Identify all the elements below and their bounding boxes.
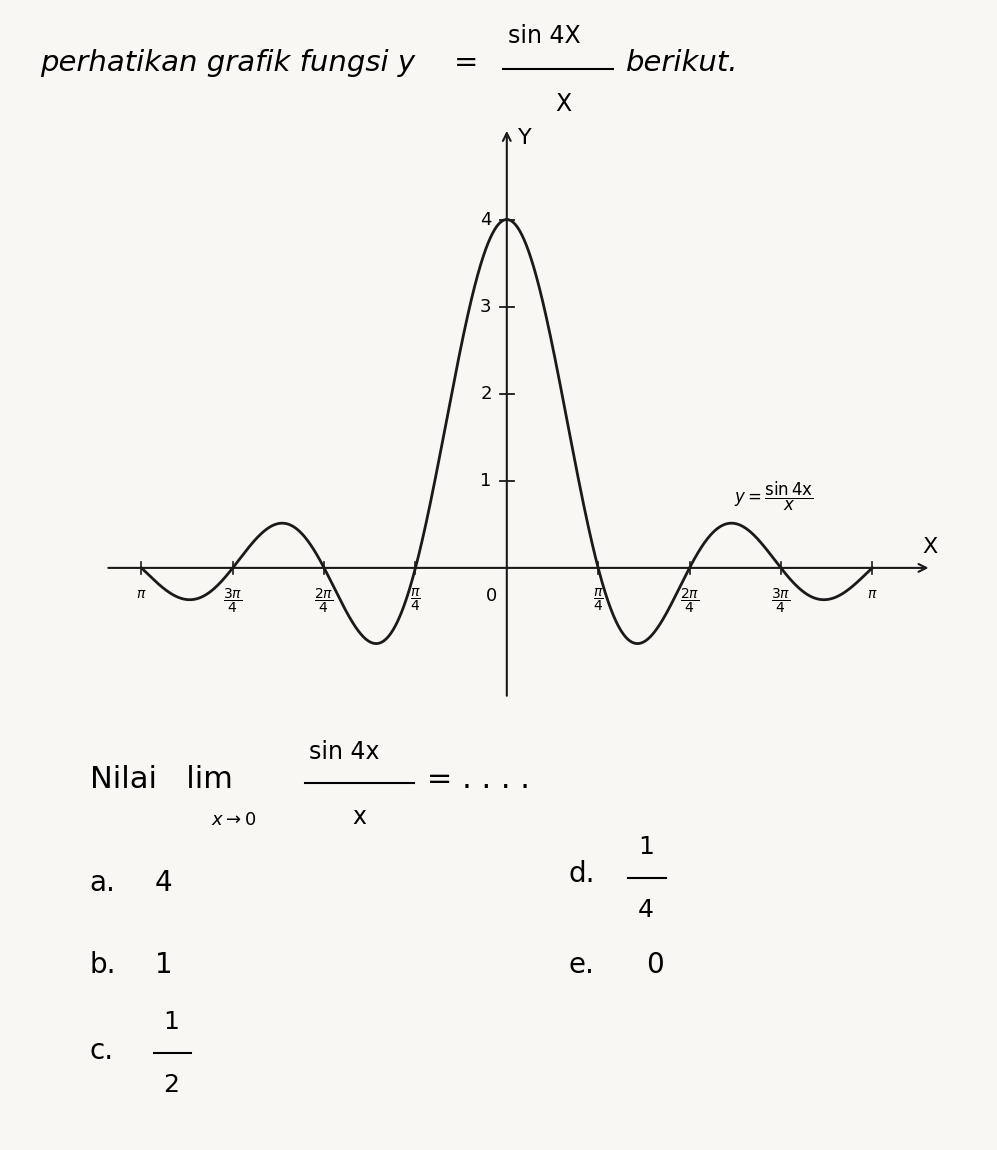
Text: berikut.: berikut. (626, 49, 739, 77)
Text: =: = (454, 49, 478, 77)
Point (148, 1046, 160, 1060)
Text: $\dfrac{2\pi}{4}$: $\dfrac{2\pi}{4}$ (680, 586, 699, 615)
Text: X: X (922, 537, 937, 558)
Text: 0: 0 (487, 586, 498, 605)
Text: $\pi$: $\pi$ (867, 586, 877, 601)
Text: $\dfrac{2\pi}{4}$: $\dfrac{2\pi}{4}$ (314, 586, 334, 615)
Point (185, 1046, 197, 1060)
Text: 2: 2 (164, 1073, 179, 1097)
Text: 4: 4 (638, 898, 654, 921)
Text: 4: 4 (481, 210, 492, 229)
Text: 3: 3 (481, 298, 492, 315)
Text: x: x (352, 805, 366, 829)
Text: e.: e. (568, 951, 594, 979)
Text: 0: 0 (646, 951, 664, 979)
Text: $\pi$: $\pi$ (137, 586, 147, 601)
Text: $x\rightarrow 0$: $x\rightarrow 0$ (211, 812, 256, 829)
Text: d.: d. (568, 860, 595, 888)
Text: Y: Y (518, 128, 532, 148)
Text: 1: 1 (155, 951, 172, 979)
Text: 1: 1 (481, 472, 492, 490)
Text: 1: 1 (164, 1010, 179, 1034)
Point (408, 776, 420, 790)
Text: = . . . .: = . . . . (417, 765, 529, 793)
Text: $\dfrac{3\pi}{4}$: $\dfrac{3\pi}{4}$ (772, 586, 791, 615)
Text: sin 4x: sin 4x (309, 741, 380, 764)
Text: $y = \dfrac{\mathrm{sin\,4x}}{x}$: $y = \dfrac{\mathrm{sin\,4x}}{x}$ (734, 480, 814, 513)
Text: $\dfrac{\pi}{4}$: $\dfrac{\pi}{4}$ (593, 586, 603, 613)
Text: a.: a. (90, 868, 116, 897)
Text: b.: b. (90, 951, 117, 979)
Text: c.: c. (90, 1037, 114, 1065)
Text: 1: 1 (638, 835, 654, 859)
Text: $\dfrac{\pi}{4}$: $\dfrac{\pi}{4}$ (410, 586, 421, 613)
Text: perhatikan grafik fungsi y: perhatikan grafik fungsi y (40, 49, 415, 77)
Text: 2: 2 (481, 385, 492, 402)
Point (622, 872, 634, 886)
Point (299, 776, 311, 790)
Text: X: X (555, 92, 571, 116)
Text: $\dfrac{3\pi}{4}$: $\dfrac{3\pi}{4}$ (223, 586, 242, 615)
Point (660, 872, 672, 886)
Text: 4: 4 (155, 868, 172, 897)
Text: sin 4X: sin 4X (508, 24, 581, 48)
Text: Nilai   lim: Nilai lim (90, 765, 232, 793)
